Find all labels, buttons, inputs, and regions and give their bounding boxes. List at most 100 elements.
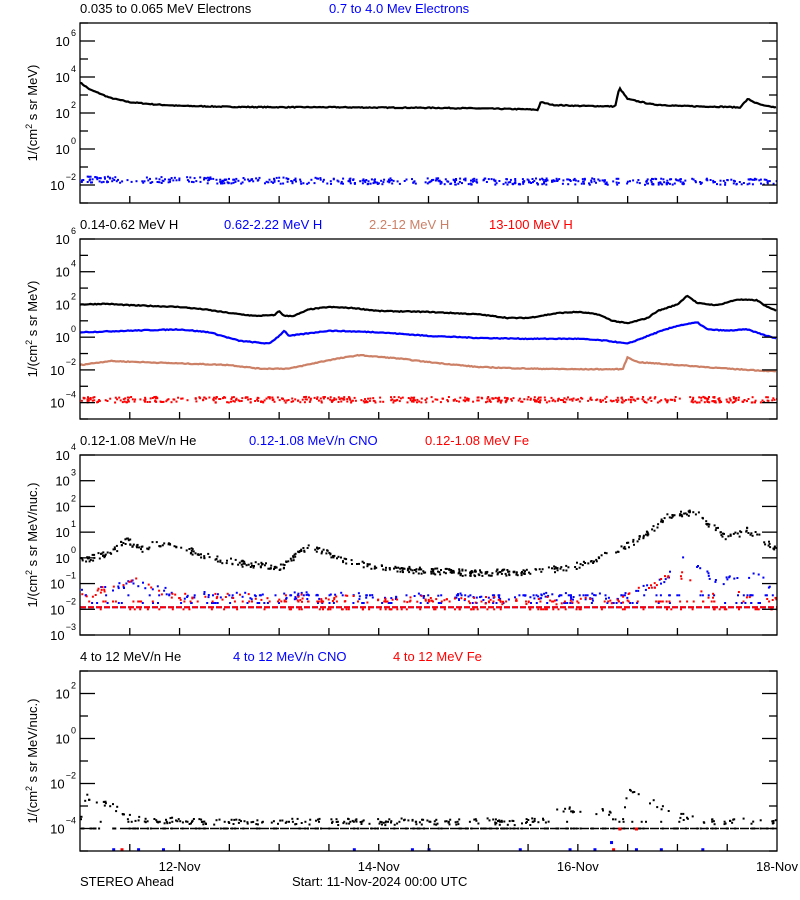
data-point bbox=[354, 819, 357, 822]
data-point bbox=[163, 822, 166, 825]
data-point bbox=[515, 573, 518, 576]
data-point bbox=[501, 569, 503, 572]
data-point bbox=[143, 399, 146, 402]
data-point bbox=[155, 541, 158, 544]
data-point bbox=[286, 399, 289, 402]
data-point bbox=[436, 567, 439, 570]
data-point bbox=[193, 177, 196, 180]
data-point bbox=[218, 398, 221, 400]
data-point bbox=[666, 608, 668, 611]
legend-entry: 0.12-1.08 MeV/n He bbox=[80, 433, 196, 448]
data-point bbox=[122, 398, 125, 401]
data-point bbox=[523, 573, 526, 575]
data-point bbox=[671, 183, 674, 186]
data-point bbox=[700, 181, 703, 184]
data-point bbox=[559, 399, 562, 401]
data-point bbox=[120, 602, 123, 604]
data-point bbox=[98, 399, 101, 401]
data-point bbox=[371, 594, 374, 597]
data-point bbox=[615, 181, 618, 184]
data-point bbox=[544, 179, 547, 182]
data-point bbox=[158, 820, 161, 823]
data-point bbox=[429, 597, 432, 599]
data-point bbox=[430, 180, 433, 183]
data-point bbox=[533, 398, 535, 401]
data-point bbox=[350, 400, 353, 403]
data-point bbox=[301, 597, 304, 600]
data-point bbox=[337, 824, 340, 826]
data-point bbox=[764, 543, 767, 546]
data-point bbox=[438, 180, 441, 183]
data-point bbox=[458, 608, 461, 611]
data-point bbox=[345, 558, 348, 561]
data-point bbox=[540, 593, 543, 596]
data-point bbox=[712, 596, 714, 599]
data-point bbox=[637, 793, 640, 796]
data-point bbox=[185, 820, 188, 823]
data-point bbox=[290, 608, 292, 611]
data-point bbox=[366, 401, 369, 404]
data-point bbox=[413, 595, 416, 597]
data-point bbox=[371, 596, 374, 599]
data-point bbox=[438, 602, 441, 604]
data-point bbox=[631, 820, 634, 823]
data-point bbox=[405, 178, 408, 181]
data-point bbox=[226, 401, 229, 404]
data-point bbox=[216, 595, 219, 598]
data-point bbox=[282, 563, 285, 566]
data-point bbox=[556, 179, 559, 182]
data-point bbox=[143, 180, 146, 183]
data-point bbox=[705, 523, 708, 525]
data-point bbox=[348, 822, 351, 825]
data-point bbox=[86, 556, 89, 559]
data-point bbox=[390, 821, 392, 824]
data-point bbox=[443, 599, 446, 602]
data-point bbox=[470, 179, 472, 182]
data-point bbox=[550, 396, 553, 399]
data-point bbox=[169, 817, 172, 820]
data-point bbox=[340, 182, 343, 185]
data-point bbox=[205, 823, 207, 825]
data-point bbox=[634, 827, 638, 831]
data-point bbox=[86, 793, 89, 796]
data-point bbox=[183, 597, 186, 600]
data-point bbox=[400, 608, 403, 611]
data-point bbox=[160, 593, 163, 596]
data-point bbox=[682, 812, 685, 815]
data-point bbox=[331, 821, 333, 824]
data-point bbox=[352, 179, 355, 181]
data-point bbox=[304, 398, 307, 401]
data-point bbox=[103, 588, 106, 591]
data-point bbox=[246, 396, 249, 399]
data-point bbox=[439, 573, 442, 576]
data-point bbox=[650, 181, 653, 184]
data-point bbox=[407, 567, 410, 570]
data-point bbox=[499, 571, 502, 573]
data-point bbox=[285, 177, 288, 180]
data-point bbox=[279, 563, 282, 566]
data-point bbox=[317, 602, 319, 604]
data-point bbox=[299, 401, 302, 404]
data-point bbox=[580, 396, 583, 399]
data-point bbox=[207, 594, 210, 596]
data-point bbox=[547, 566, 550, 569]
data-point bbox=[319, 178, 322, 181]
data-point bbox=[87, 399, 90, 402]
data-point bbox=[579, 810, 582, 813]
data-point bbox=[768, 542, 771, 545]
data-point bbox=[477, 399, 480, 402]
data-point bbox=[411, 400, 413, 403]
data-point bbox=[545, 183, 548, 186]
data-point bbox=[296, 594, 299, 597]
data-point bbox=[386, 600, 389, 603]
data-point bbox=[308, 400, 311, 403]
data-point bbox=[737, 396, 740, 399]
y-tick-label: 110 bbox=[55, 519, 76, 540]
data-point bbox=[123, 400, 126, 403]
data-point bbox=[430, 572, 433, 575]
data-point bbox=[345, 608, 348, 611]
data-point bbox=[699, 594, 702, 597]
data-point bbox=[637, 586, 640, 589]
data-point bbox=[190, 180, 193, 183]
data-point bbox=[667, 181, 670, 184]
